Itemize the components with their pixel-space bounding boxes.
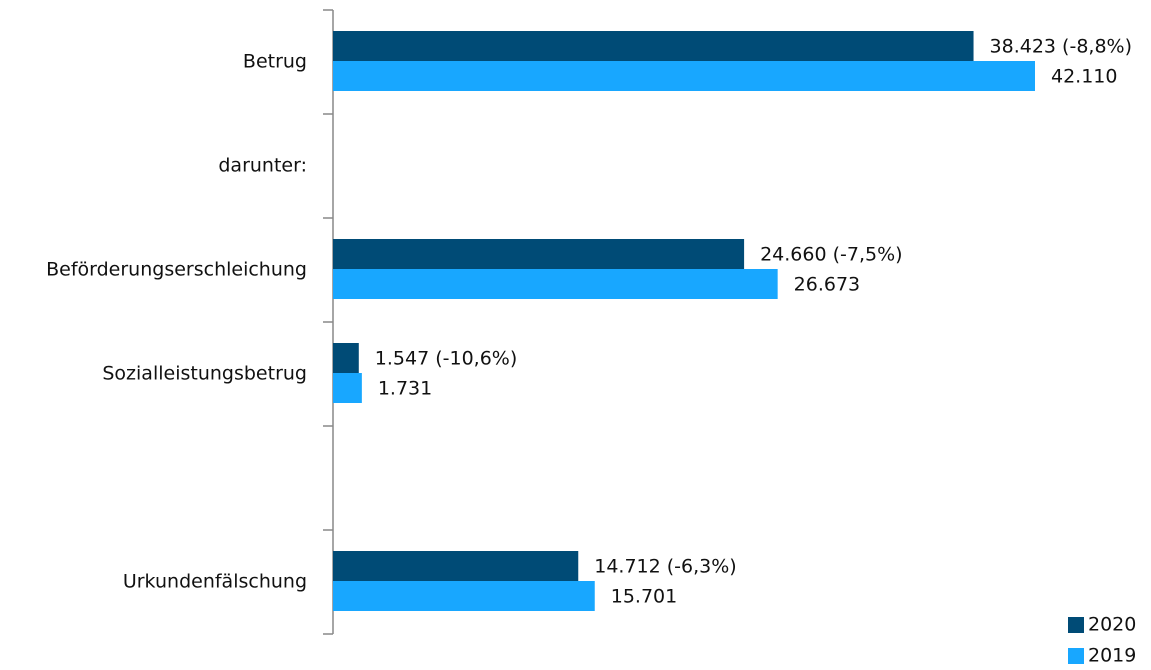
bar	[333, 373, 362, 403]
value-label: 1.731	[378, 378, 432, 400]
y-tick-label: Sozialleistungsbetrug	[102, 363, 307, 385]
y-tick-label: Urkundenfälschung	[123, 571, 307, 593]
bar	[333, 343, 359, 373]
value-label: 26.673	[794, 274, 860, 296]
value-label: 15.701	[611, 586, 677, 608]
bar	[333, 581, 595, 611]
legend-swatch	[1068, 648, 1084, 664]
value-label: 24.660 (-7,5%)	[760, 244, 902, 266]
value-label: 1.547 (-10,6%)	[375, 348, 517, 370]
y-tick-label: Beförderungserschleichung	[46, 259, 307, 281]
value-label: 42.110	[1051, 66, 1117, 88]
y-tick-label: darunter:	[218, 155, 307, 177]
legend-swatch	[1068, 617, 1084, 633]
value-label: 38.423 (-8,8%)	[990, 36, 1132, 58]
bar	[333, 269, 778, 299]
legend-label: 2020	[1088, 614, 1136, 636]
bar	[333, 239, 745, 269]
bar	[333, 551, 579, 581]
bar	[333, 31, 974, 61]
bar	[333, 61, 1035, 91]
legend-label: 2019	[1088, 645, 1136, 667]
value-label: 14.712 (-6,3%)	[594, 556, 736, 578]
y-tick-label: Betrug	[243, 51, 307, 73]
